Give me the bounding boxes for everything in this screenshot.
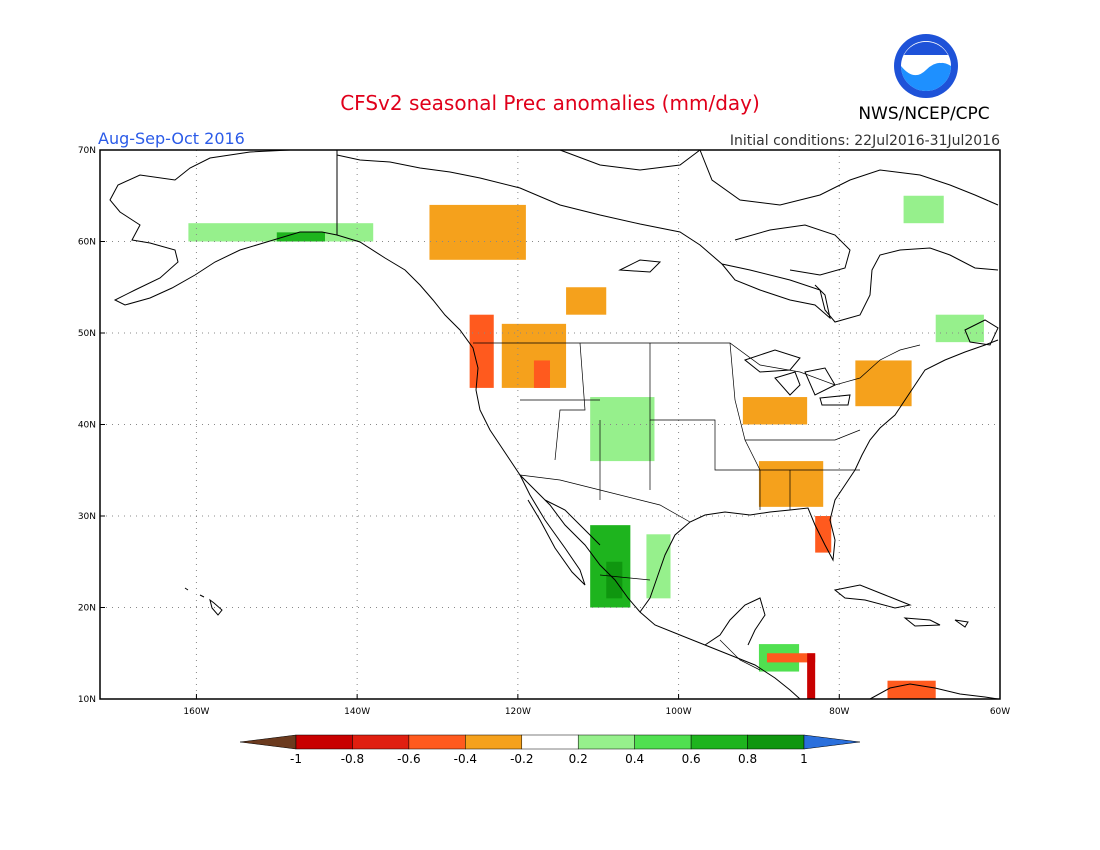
lon-tick-label: 80W — [829, 707, 849, 717]
agency-label: NWS/NCEP/CPC — [858, 104, 989, 124]
colorbar-segment — [634, 734, 692, 750]
colorbar-segment — [577, 734, 635, 750]
anomaly-cell-10 — [276, 232, 325, 242]
axis-ticks: 10N 20N 30N 40N 50N 60N 70N 160W 140W 120W 100W 80W… — [78, 146, 1010, 717]
colorbar-label: 0.8 — [738, 752, 757, 766]
anomaly-cell-20 — [903, 195, 944, 224]
lat-tick-label: 40N — [78, 421, 96, 431]
lon-tick-label: 140W — [344, 707, 370, 717]
colorbar-segment — [295, 734, 353, 750]
colorbar-segment — [352, 734, 410, 750]
anomaly-cell-3 — [533, 360, 550, 388]
initial-conditions-label: Initial conditions: 22Jul2016-31Jul2016 — [730, 133, 1000, 149]
noaa-logo: NOAA — [894, 34, 958, 98]
colorbar-label: 1 — [800, 752, 808, 766]
anomaly-cell-0 — [429, 204, 526, 260]
colorbar-label: -1 — [290, 752, 302, 766]
colorbar: -1 -0.8 -0.6 -0.4 -0.2 0.2 0.4 0.6 0.8 1 — [239, 734, 861, 766]
anomaly-cell-18 — [887, 680, 936, 699]
anomaly-cell-7 — [758, 461, 824, 507]
lon-tick-label: 60W — [990, 707, 1010, 717]
colorbar-label: -0.6 — [397, 752, 420, 766]
colorbar-label: 0.2 — [569, 752, 588, 766]
anomaly-cell-11 — [590, 397, 655, 462]
lon-tick-label: 160W — [183, 707, 209, 717]
anomaly-cell-14 — [646, 534, 671, 599]
political-borders — [336, 150, 921, 671]
anomaly-cell-17 — [807, 653, 816, 699]
anomaly-layer — [188, 195, 984, 699]
anomaly-cell-1 — [469, 314, 494, 388]
anomaly-cell-19 — [935, 314, 984, 343]
anomaly-cell-8 — [815, 516, 832, 553]
colorbar-segment — [747, 734, 805, 750]
lat-tick-label: 20N — [78, 604, 96, 614]
map-title: CFSv2 seasonal Prec anomalies (mm/day) — [340, 91, 760, 115]
colorbar-segment — [465, 734, 523, 750]
lon-tick-label: 100W — [666, 707, 692, 717]
lat-tick-label: 50N — [78, 329, 96, 339]
colorbar-segment — [521, 734, 579, 750]
colorbar-segment — [690, 734, 748, 750]
colorbar-segment — [408, 734, 466, 750]
colorbar-label: -0.4 — [454, 752, 477, 766]
coastlines — [109, 149, 999, 700]
colorbar-segment-low — [239, 734, 297, 750]
noaa-logo-text: NOAA — [910, 55, 942, 66]
lat-tick-label: 10N — [78, 695, 96, 705]
colorbar-label: 0.6 — [682, 752, 701, 766]
lat-tick-label: 70N — [78, 146, 96, 156]
colorbar-label: -0.8 — [341, 752, 364, 766]
anomaly-cell-13 — [606, 561, 623, 599]
lon-tick-label: 120W — [505, 707, 531, 717]
anomaly-cell-6 — [855, 360, 912, 407]
colorbar-label: -0.2 — [510, 752, 533, 766]
colorbar-segment-high — [803, 734, 861, 750]
map-panel: 10N 20N 30N 40N 50N 60N 70N 160W 140W 120W 100W 80W… — [78, 146, 1010, 717]
lat-tick-label: 60N — [78, 238, 96, 248]
anomaly-cell-16 — [766, 653, 816, 663]
anomaly-cell-5 — [742, 397, 808, 425]
period-label: Aug-Sep-Oct 2016 — [98, 129, 245, 148]
lat-tick-label: 30N — [78, 512, 96, 522]
anomaly-cell-4 — [566, 287, 607, 315]
colorbar-label: 0.4 — [625, 752, 644, 766]
map-gridlines — [100, 150, 1000, 699]
